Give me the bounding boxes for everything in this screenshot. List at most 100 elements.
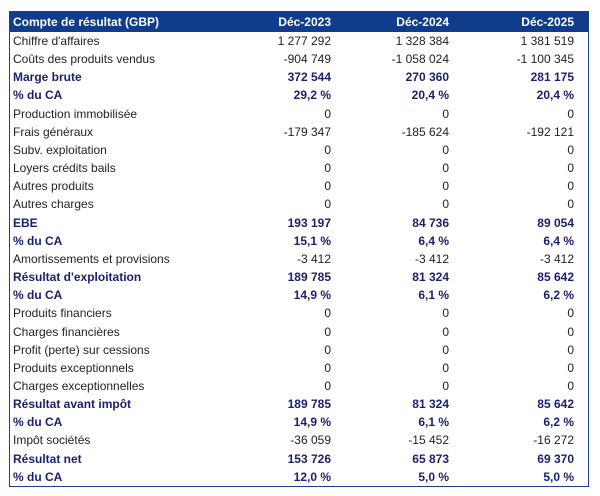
cell-2023: 0 xyxy=(324,197,331,212)
cell-2025: 1 381 519 xyxy=(520,34,574,48)
row-label: Produits financiers xyxy=(13,306,112,321)
header-col-2025: Déc-2025 xyxy=(521,15,574,29)
cell-2023: 0 xyxy=(324,142,331,157)
cell-2024: 81 324 xyxy=(412,397,449,412)
cell-2023: 0 xyxy=(324,360,331,375)
cell-2025: 0 xyxy=(567,360,574,375)
cell-2025: 5,0 % xyxy=(543,469,574,484)
row-label: Impôt sociétés xyxy=(13,433,91,448)
row-label: Amortissements et provisions xyxy=(13,251,170,266)
cell-2025: 69 370 xyxy=(537,451,574,466)
table-row: Profit (perte) sur cessions 0 0 0 xyxy=(10,341,588,359)
row-label: % du CA xyxy=(13,88,63,103)
cell-2025: 6,2 % xyxy=(543,415,574,430)
cell-2024: 65 873 xyxy=(412,451,449,466)
row-label: Autres charges xyxy=(13,197,94,212)
cell-2024: 0 xyxy=(442,342,449,357)
row-label: Chiffre d'affaires xyxy=(13,34,100,48)
table-row: % du CA 14,9 % 6,1 % 6,2 % xyxy=(10,413,588,431)
cell-2024: 6,1 % xyxy=(418,288,449,303)
row-label: Autres produits xyxy=(13,179,94,194)
cell-2025: 85 642 xyxy=(537,270,574,285)
table-row: Charges exceptionnelles 0 0 0 xyxy=(10,377,588,395)
cell-2023: 0 xyxy=(324,378,331,393)
table-header: Compte de résultat (GBP) Déc-2023 Déc-20… xyxy=(10,12,588,32)
cell-2023: 1 277 292 xyxy=(277,34,331,48)
cell-2023: 29,2 % xyxy=(293,88,331,103)
table-body: Chiffre d'affaires 1 277 292 1 328 384 1 38… xyxy=(10,32,588,486)
cell-2024: 0 xyxy=(442,360,449,375)
cell-2025: -192 121 xyxy=(526,124,574,139)
cell-2024: 0 xyxy=(442,197,449,212)
table-row: Production immobilisée 0 0 0 xyxy=(10,105,588,123)
cell-2023: 193 197 xyxy=(287,215,331,230)
cell-2024: -3 412 xyxy=(414,251,449,266)
cell-2023: 189 785 xyxy=(287,397,331,412)
row-label: Profit (perte) sur cessions xyxy=(13,342,150,357)
cell-2024: 0 xyxy=(442,179,449,194)
cell-2025: 0 xyxy=(567,306,574,321)
cell-2024: 0 xyxy=(442,324,449,339)
table-row: Loyers crédits bails 0 0 0 xyxy=(10,159,588,177)
cell-2023: 0 xyxy=(324,179,331,194)
header-col-2024: Déc-2024 xyxy=(396,15,449,29)
cell-2024: -15 452 xyxy=(408,433,449,448)
row-label: Production immobilisée xyxy=(13,106,138,121)
cell-2025: 0 xyxy=(567,179,574,194)
cell-2023: 12,0 % xyxy=(293,469,331,484)
cell-2025: 0 xyxy=(567,378,574,393)
cell-2024: 81 324 xyxy=(412,270,449,285)
cell-2025: -3 412 xyxy=(539,251,574,266)
cell-2024: 6,1 % xyxy=(418,415,449,430)
row-label: Loyers crédits bails xyxy=(13,161,116,176)
cell-2024: 0 xyxy=(442,378,449,393)
cell-2024: -185 624 xyxy=(401,124,449,139)
row-label: Subv. exploitation xyxy=(13,142,107,157)
row-label: % du CA xyxy=(13,469,63,484)
cell-2024: -1 058 024 xyxy=(391,52,449,67)
table-row: Charges financières 0 0 0 xyxy=(10,323,588,341)
row-label: Résultat net xyxy=(13,451,82,466)
cell-2024: 1 328 384 xyxy=(395,34,449,48)
cell-2023: 15,1 % xyxy=(293,233,331,248)
table-row: % du CA 15,1 % 6,4 % 6,4 % xyxy=(10,232,588,250)
table-row: Amortissements et provisions -3 412 -3 412… xyxy=(10,250,588,268)
row-label: Résultat avant impôt xyxy=(13,397,132,412)
cell-2023: -904 749 xyxy=(283,52,331,67)
table-row: Produits exceptionnels 0 0 0 xyxy=(10,359,588,377)
cell-2023: 0 xyxy=(324,342,331,357)
cell-2025: 0 xyxy=(567,197,574,212)
row-label: % du CA xyxy=(13,233,63,248)
cell-2023: -179 347 xyxy=(283,124,331,139)
table-row: Résultat net 153 726 65 873 69 370 xyxy=(10,450,588,468)
table-row: % du CA 14,9 % 6,1 % 6,2 % xyxy=(10,286,588,304)
cell-2023: 0 xyxy=(324,106,331,121)
cell-2023: 14,9 % xyxy=(293,415,331,430)
income-statement-table: Compte de résultat (GBP) Déc-2023 Déc-20… xyxy=(9,11,589,487)
cell-2023: 0 xyxy=(324,161,331,176)
row-label: Résultat d'exploitation xyxy=(13,270,142,285)
table-row: Impôt sociétés -36 059 -15 452 -16 272 xyxy=(10,431,588,449)
header-title: Compte de résultat (GBP) xyxy=(13,15,160,29)
cell-2023: -36 059 xyxy=(290,433,331,448)
table-row: EBE 193 197 84 736 89 054 xyxy=(10,214,588,232)
cell-2023: 0 xyxy=(324,324,331,339)
cell-2024: 0 xyxy=(442,306,449,321)
cell-2025: 281 175 xyxy=(530,70,574,85)
cell-2024: 0 xyxy=(442,161,449,176)
row-label: % du CA xyxy=(13,288,63,303)
cell-2025: 20,4 % xyxy=(536,88,574,103)
row-label: Charges financières xyxy=(13,324,120,339)
row-label: Coûts des produits vendus xyxy=(13,52,156,67)
cell-2024: 0 xyxy=(442,106,449,121)
table-row: Résultat avant impôt 189 785 81 324 85 642 xyxy=(10,395,588,413)
cell-2023: 189 785 xyxy=(287,270,331,285)
table-row: Autres produits 0 0 0 xyxy=(10,177,588,195)
cell-2025: 0 xyxy=(567,324,574,339)
cell-2025: 89 054 xyxy=(537,215,574,230)
row-label: Frais généraux xyxy=(13,124,94,139)
cell-2024: 6,4 % xyxy=(418,233,449,248)
cell-2025: 6,4 % xyxy=(543,233,574,248)
table-row: Produits financiers 0 0 0 xyxy=(10,304,588,322)
row-label: % du CA xyxy=(13,415,63,430)
